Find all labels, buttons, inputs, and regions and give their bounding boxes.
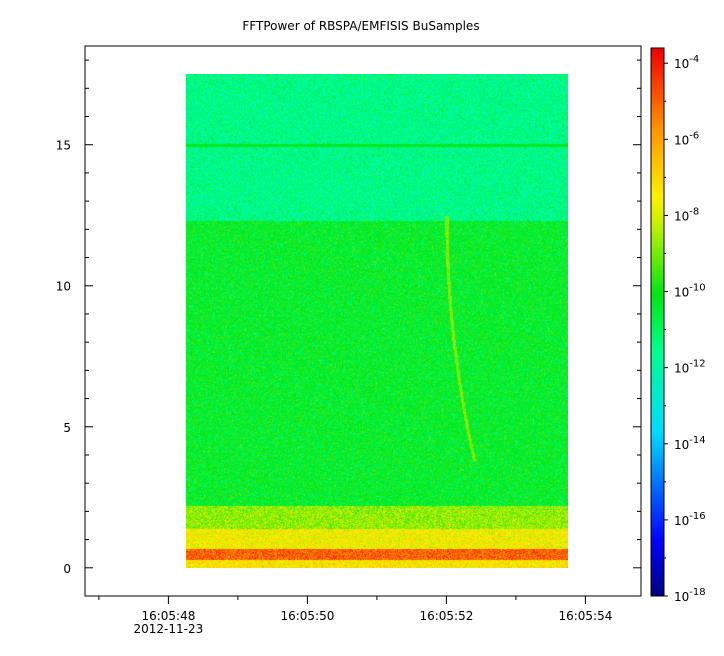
colorbar-ticks: 10-4 10-6 10-8 10-10 10-12 10-14 10-16 10-18: [664, 54, 706, 604]
colorbar-tick-label: 10-8: [674, 206, 699, 223]
x-tick-date: 2012-11-23: [134, 622, 204, 636]
spectrogram-image: [186, 74, 568, 568]
colorbar-tick-label: 10-6: [674, 130, 699, 147]
x-tick-label: 16:05:48: [141, 609, 195, 623]
colorbar-tick-label: 10-14: [674, 435, 706, 452]
x-tick-label: 16:05:50: [280, 609, 334, 623]
colorbar: 10-4 10-6 10-8 10-10 10-12 10-14 10-16 10-18: [650, 47, 706, 604]
spectrogram: [186, 74, 568, 568]
colorbar-gradient: [651, 48, 664, 596]
colorbar-tick-label: 10-16: [674, 511, 706, 528]
y-tick-label: 10: [56, 280, 71, 294]
y-tick-label: 15: [56, 139, 71, 153]
y-tick-label: 5: [63, 421, 71, 435]
chart-title: FFTPower of RBSPA/EMFISIS BuSamples: [242, 19, 479, 33]
colorbar-tick-label: 10-12: [674, 359, 706, 376]
y-tick-label: 0: [63, 562, 71, 576]
y-axis: 0 5 10 15: [56, 59, 641, 597]
colorbar-frame: [650, 47, 665, 597]
x-tick-label: 16:05:52: [419, 609, 473, 623]
colorbar-tick-label: 10-10: [674, 283, 706, 300]
x-tick-label: 16:05:54: [558, 609, 612, 623]
colorbar-tick-label: 10-4: [674, 54, 699, 71]
colorbar-tick-label: 10-18: [674, 587, 706, 604]
